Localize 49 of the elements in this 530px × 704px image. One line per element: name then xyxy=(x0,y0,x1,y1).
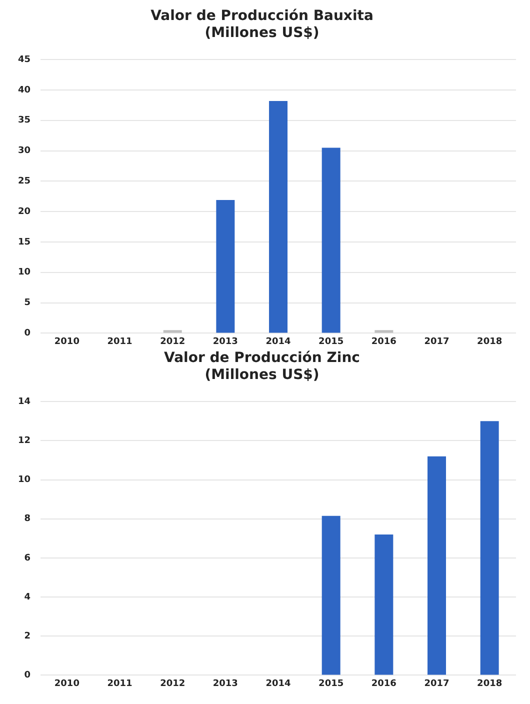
x-tick-label: 2011 xyxy=(107,336,132,347)
x-tick-label: 2012 xyxy=(160,336,186,347)
bar xyxy=(374,330,394,333)
x-tick-label: 2018 xyxy=(477,336,502,347)
x-tick-label: 2015 xyxy=(318,678,344,689)
x-tick-label: 2017 xyxy=(424,336,450,347)
text: Valor de Producción Zinc xyxy=(164,350,360,366)
bar xyxy=(428,456,446,675)
text: Valor de Producción Bauxita xyxy=(150,8,374,24)
y-tick-label: 25 xyxy=(18,176,31,187)
bar xyxy=(322,148,340,333)
bar xyxy=(163,330,182,333)
x-tick-label: 2013 xyxy=(212,336,238,347)
y-tick-label: 2 xyxy=(24,631,31,642)
y-tick-label: 20 xyxy=(18,206,31,217)
x-tick-label: 2017 xyxy=(424,678,450,689)
bar xyxy=(374,534,394,675)
y-tick-label: 35 xyxy=(18,116,31,126)
y-tick-label: 6 xyxy=(24,553,31,564)
x-tick-label: 2012 xyxy=(160,678,186,689)
y-tick-label: 10 xyxy=(18,475,31,486)
text: (Millones US$) xyxy=(204,366,320,383)
y-tick-label: 0 xyxy=(24,670,31,681)
bar xyxy=(322,516,340,675)
y-tick-label: 0 xyxy=(24,328,31,339)
text: (Millones US$) xyxy=(204,24,320,41)
x-tick-label: 2014 xyxy=(266,336,291,347)
y-tick-label: 12 xyxy=(18,436,31,446)
x-tick-label: 2013 xyxy=(212,678,238,689)
y-tick-label: 10 xyxy=(18,268,31,278)
y-tick-label: 5 xyxy=(24,298,31,308)
x-tick-label: 2015 xyxy=(318,336,344,347)
x-tick-label: 2016 xyxy=(371,678,396,689)
x-tick-label: 2018 xyxy=(477,678,502,689)
y-tick-label: 8 xyxy=(24,514,31,524)
y-tick-label: 14 xyxy=(18,396,31,407)
x-tick-label: 2010 xyxy=(54,678,80,689)
y-tick-label: 30 xyxy=(18,146,31,156)
y-tick-label: 40 xyxy=(18,85,31,96)
y-tick-label: 15 xyxy=(18,237,31,248)
y-tick-label: 45 xyxy=(18,54,31,65)
bar xyxy=(480,421,499,675)
x-tick-label: 2016 xyxy=(371,336,396,347)
x-tick-label: 2010 xyxy=(54,336,80,347)
x-tick-label: 2014 xyxy=(266,678,291,689)
bar xyxy=(216,200,235,333)
bar xyxy=(269,100,288,333)
y-tick-label: 4 xyxy=(24,592,31,602)
x-tick-label: 2011 xyxy=(107,678,132,689)
